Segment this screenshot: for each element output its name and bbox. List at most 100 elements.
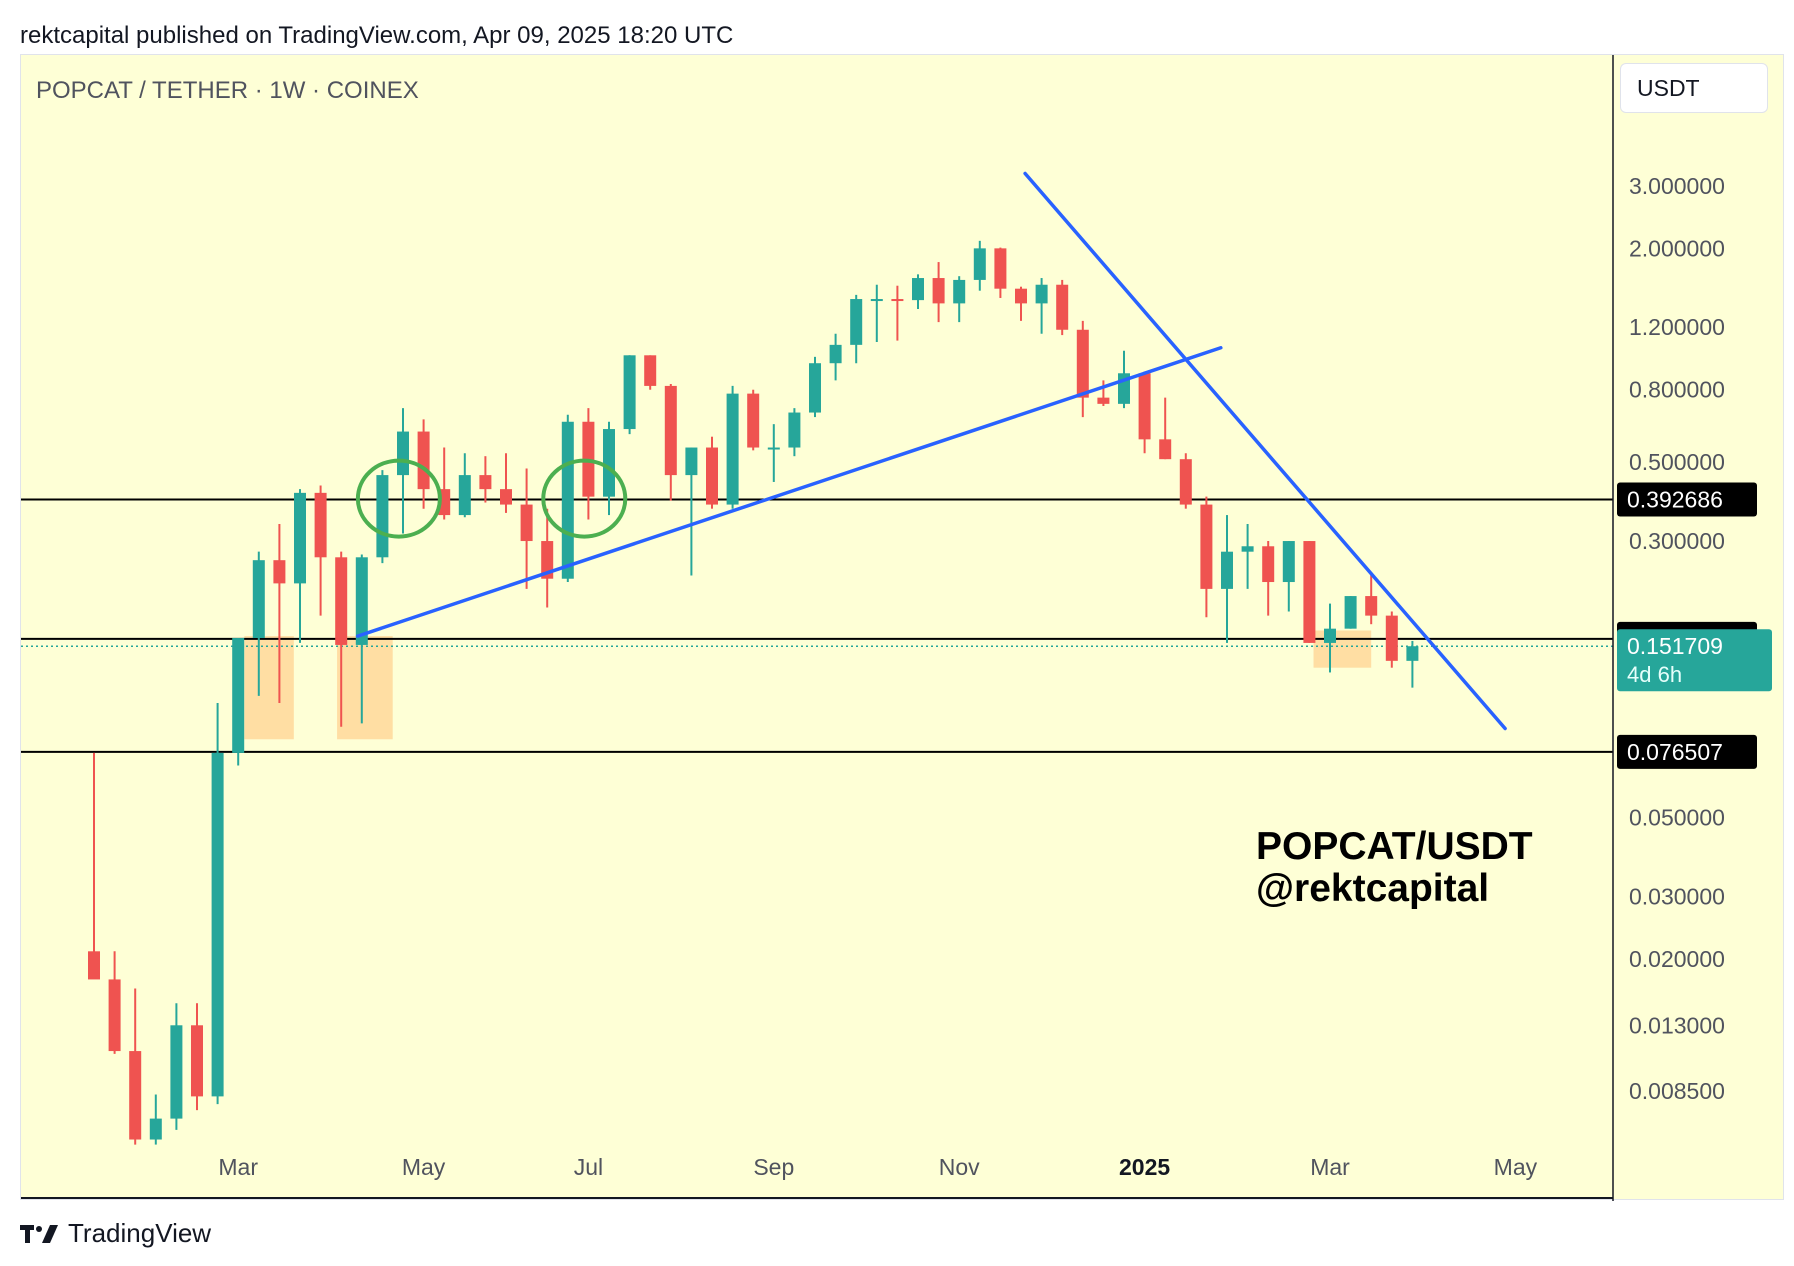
x-tick-label: May	[402, 1154, 446, 1180]
y-tick-label: 2.000000	[1629, 235, 1725, 261]
y-tick-label: 0.020000	[1629, 946, 1725, 972]
candle-body	[870, 299, 883, 302]
candle-body	[1076, 329, 1089, 398]
candle-body	[1200, 504, 1213, 589]
candle-body	[88, 951, 100, 980]
zone-rect	[1313, 630, 1372, 668]
candle-body	[809, 363, 821, 413]
level-price-label: 0.392686	[1627, 487, 1723, 513]
tradingview-logo-icon	[20, 1224, 58, 1243]
candle-body	[1385, 615, 1398, 661]
candle-body	[335, 557, 348, 645]
candle-body	[561, 421, 574, 579]
candle-body	[1406, 646, 1419, 661]
candle-body	[1365, 596, 1378, 616]
candle-body	[211, 752, 224, 1097]
current-price-label: 0.151709	[1627, 633, 1723, 659]
candle-body	[1324, 628, 1336, 643]
candle-body	[706, 447, 718, 505]
y-tick-label: 3.000000	[1629, 173, 1725, 199]
zone-rect	[244, 636, 294, 740]
x-tick-label: Mar	[218, 1154, 258, 1180]
candle-body	[273, 560, 286, 584]
candle-body	[1282, 541, 1295, 583]
watermark-line2: @rektcapital	[1256, 867, 1490, 910]
candle-body	[314, 492, 327, 558]
candle-body	[458, 475, 471, 516]
trendlines	[355, 171, 1507, 731]
candle-body	[1179, 459, 1192, 505]
highlight-circle	[541, 458, 628, 539]
candle-body	[767, 447, 780, 450]
currency-selector[interactable]: USDT	[1620, 63, 1768, 113]
x-tick-label: Sep	[753, 1154, 794, 1180]
candle-body	[891, 299, 904, 302]
y-tick-label: 0.013000	[1629, 1012, 1725, 1038]
y-tick-label: 1.200000	[1629, 314, 1725, 340]
y-tick-label: 0.500000	[1629, 449, 1725, 475]
candle-body	[191, 1025, 203, 1097]
candle-body	[850, 299, 863, 345]
candles	[88, 240, 1419, 1145]
x-tick-label: Mar	[1310, 1154, 1350, 1180]
current-price-badge	[1617, 629, 1772, 692]
demand-zones	[244, 630, 1372, 740]
candle-body	[644, 355, 657, 386]
candle-body	[1221, 551, 1233, 589]
candle-body	[953, 279, 966, 304]
candle-body	[541, 541, 554, 579]
candle-body	[1303, 541, 1316, 643]
candle-body	[1056, 284, 1069, 330]
chart-frame[interactable]: 3.000000 2.000000 1.200000 0.800000 0.500000…	[20, 54, 1785, 1201]
level-price-badge	[1617, 734, 1757, 769]
y-tick-label: 0.800000	[1629, 377, 1725, 403]
candle-body	[1159, 439, 1172, 460]
y-tick-label: 0.300000	[1629, 528, 1725, 554]
candle-body	[747, 393, 760, 448]
level-price-label: 0.076507	[1627, 739, 1723, 765]
candle-body	[232, 638, 245, 753]
candle-body	[129, 1051, 142, 1140]
x-tick-label: 2025	[1119, 1154, 1170, 1180]
candle-body	[932, 278, 945, 304]
candle-body	[520, 504, 533, 542]
candle-body	[685, 447, 698, 476]
candle-body	[397, 431, 409, 476]
candle-body	[1262, 546, 1275, 583]
candle-body	[108, 979, 121, 1052]
candle-body	[1138, 373, 1151, 440]
candle-body	[664, 385, 677, 476]
candle-body	[170, 1025, 183, 1119]
horizontal-levels	[21, 498, 1613, 753]
candle-body	[994, 248, 1007, 289]
symbol-label: POPCAT / TETHER · 1W · COINEX	[36, 77, 419, 104]
candle-body	[1344, 596, 1357, 629]
candle-body	[623, 355, 636, 430]
candle-body	[1241, 546, 1254, 552]
candle-body	[500, 489, 512, 505]
footer: TradingView	[20, 1218, 211, 1249]
candle-body	[417, 431, 430, 490]
candle-body	[788, 412, 801, 448]
trendline	[1023, 171, 1507, 731]
x-tick-label: Nov	[939, 1154, 980, 1180]
candle-body	[355, 557, 368, 645]
candle-body	[912, 278, 924, 301]
price-chart[interactable]: 3.000000 2.000000 1.200000 0.800000 0.500000…	[21, 55, 1785, 1201]
published-header: rektcapital published on TradingView.com…	[20, 22, 734, 49]
candle-body	[149, 1118, 162, 1140]
level-price-badge	[1617, 482, 1757, 517]
trendline	[355, 346, 1223, 638]
axes: 3.000000 2.000000 1.200000 0.800000 0.500000…	[21, 55, 1772, 1201]
y-tick-label: 0.030000	[1629, 883, 1725, 909]
candle-body	[603, 429, 615, 497]
candle-body	[479, 475, 492, 490]
candle-body	[829, 344, 842, 364]
watermark-line1: POPCAT/USDT	[1256, 825, 1533, 868]
footer-brand: TradingView	[68, 1218, 212, 1248]
zone-rect	[337, 636, 393, 740]
candle-body	[1015, 288, 1027, 304]
y-tick-label: 0.050000	[1629, 804, 1725, 830]
candle-body	[1097, 397, 1110, 404]
candle-body	[1035, 284, 1048, 304]
